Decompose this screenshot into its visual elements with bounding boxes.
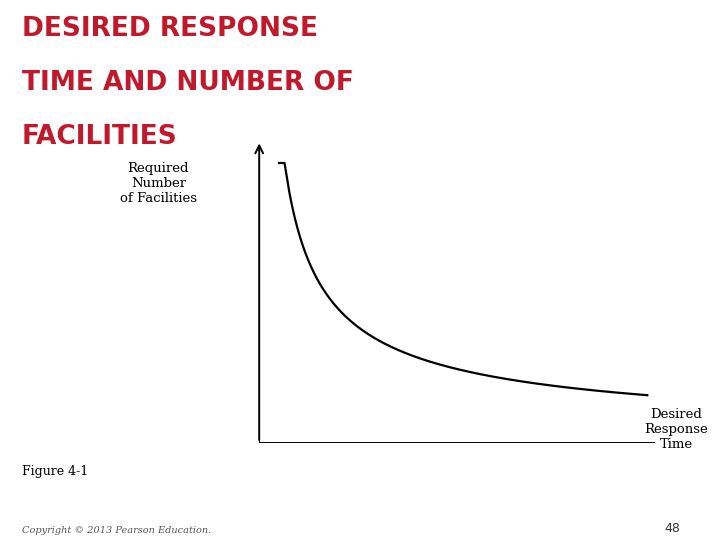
Text: Copyright © 2013 Pearson Education.: Copyright © 2013 Pearson Education. <box>22 525 211 535</box>
Text: DESIRED RESPONSE: DESIRED RESPONSE <box>22 16 318 42</box>
Text: FACILITIES: FACILITIES <box>22 124 177 150</box>
Text: TIME AND NUMBER OF: TIME AND NUMBER OF <box>22 70 354 96</box>
Text: Required
Number
of Facilities: Required Number of Facilities <box>120 162 197 205</box>
Text: Desired
Response
Time: Desired Response Time <box>644 408 708 451</box>
Text: 48: 48 <box>665 522 680 535</box>
Text: Figure 4-1: Figure 4-1 <box>22 465 88 478</box>
